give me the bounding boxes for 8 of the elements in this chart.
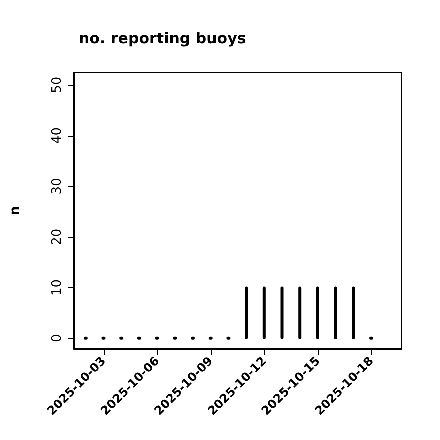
chart-title: no. reporting buoys	[79, 30, 246, 48]
y-tick-label: 50	[50, 76, 65, 94]
y-tick-label: 20	[50, 228, 65, 246]
y-tick-label: 40	[50, 128, 65, 144]
y-tick-label: 0	[50, 334, 65, 343]
y-axis-title: n	[8, 206, 23, 216]
y-tick-label: 30	[50, 178, 65, 195]
y-tick-label: 10	[50, 279, 65, 296]
